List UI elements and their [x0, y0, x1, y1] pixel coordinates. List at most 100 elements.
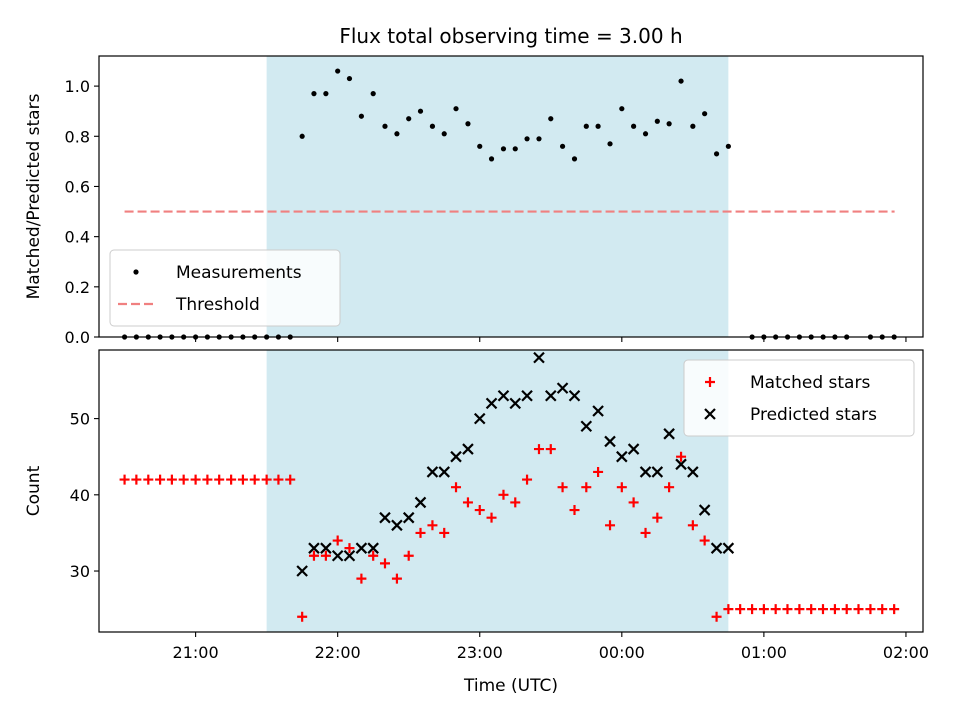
- matched-star-point: [297, 611, 308, 622]
- predicted-star-point: [710, 542, 723, 554]
- y-tick-label: 0.6: [65, 177, 90, 196]
- legend-label: Matched stars: [750, 373, 870, 393]
- measurement-point: [713, 151, 720, 157]
- matched-star-point: [451, 482, 462, 493]
- matched-star-point: [190, 474, 201, 485]
- measurement-point: [571, 156, 578, 162]
- measurement-point: [642, 131, 649, 137]
- predicted-star-point: [675, 458, 687, 471]
- measurement-point: [654, 118, 660, 124]
- legend-0: Measurements Threshold: [109, 249, 341, 327]
- measurement-point: [299, 133, 305, 139]
- measurement-point: [346, 75, 353, 82]
- x-tick-label: 00:00: [599, 643, 645, 662]
- legend-swatch: [704, 408, 716, 420]
- matched-star-point: [427, 520, 438, 531]
- matched-star-point: [581, 482, 592, 493]
- plot-frame: [98, 55, 924, 338]
- predicted-star-point: [616, 450, 628, 463]
- x-tick-label: 23:00: [457, 643, 503, 662]
- measurement-point: [524, 136, 530, 142]
- measurement-point: [583, 123, 589, 129]
- matched-star-point: [332, 535, 343, 546]
- predicted-star-point: [414, 496, 427, 509]
- predicted-star-point: [402, 511, 415, 524]
- measurement-point: [429, 123, 436, 129]
- matched-star-point: [865, 604, 876, 615]
- predicted-star-point: [462, 443, 474, 455]
- legend-box: [683, 359, 915, 437]
- matched-star-point: [368, 550, 379, 561]
- matched-star-point: [664, 482, 675, 493]
- legend-swatch: [133, 269, 139, 275]
- y-axis-label: Count: [24, 465, 44, 516]
- measurement-point: [406, 116, 412, 122]
- predicted-star-point: [367, 542, 379, 554]
- predicted-star-point: [698, 504, 711, 516]
- matched-star-point: [569, 505, 580, 516]
- matched-star-point: [593, 466, 604, 477]
- predicted-star-point: [308, 542, 320, 554]
- matched-star-point: [462, 497, 473, 508]
- predicted-star-point: [485, 397, 498, 410]
- measurement-point: [548, 116, 554, 122]
- predicted-star-point: [509, 397, 522, 410]
- measurement-point: [488, 156, 495, 162]
- matched-star-point: [889, 604, 900, 615]
- matched-star-point: [676, 451, 687, 462]
- matched-star-point: [545, 444, 556, 455]
- measurement-point: [725, 143, 731, 149]
- legend-swatch: [705, 377, 715, 387]
- predicted-star-point: [379, 511, 391, 524]
- legend-label: Threshold: [175, 295, 260, 315]
- predicted-star-point: [722, 542, 735, 554]
- predicted-star-point: [320, 542, 332, 554]
- matched-star-point: [782, 604, 793, 615]
- measurement-point: [417, 108, 424, 114]
- matched-star-point: [249, 474, 260, 485]
- measurement-point: [690, 123, 696, 129]
- predicted-star-point: [592, 405, 604, 417]
- matched-star-point: [498, 489, 509, 500]
- matched-star-point: [853, 604, 864, 615]
- matched-star-point: [356, 573, 367, 584]
- matched-star-point: [817, 604, 828, 615]
- matched-star-point: [155, 474, 166, 485]
- predicted-star-point: [556, 382, 569, 394]
- matched-star-point: [237, 474, 248, 485]
- predicted-star-point: [687, 466, 699, 478]
- matched-star-point: [285, 474, 296, 485]
- predicted-star-point: [391, 519, 403, 532]
- matched-star-point: [143, 474, 154, 485]
- y-tick-label: 0.8: [65, 127, 90, 146]
- y-tick-label: 30: [70, 562, 90, 581]
- measurement-point: [323, 91, 329, 97]
- y-tick-label: 0.0: [65, 328, 90, 347]
- measurement-point: [512, 146, 518, 152]
- predicted-star-point: [438, 466, 451, 478]
- measurement-point: [335, 68, 341, 74]
- matched-star-point: [308, 550, 319, 561]
- matched-star-point: [640, 527, 651, 538]
- y-tick-label: 50: [70, 410, 90, 429]
- matched-star-point: [510, 497, 521, 508]
- matched-star-point: [758, 604, 769, 615]
- predicted-star-point: [426, 466, 439, 478]
- predicted-star-point: [450, 450, 462, 463]
- observing-window: [266, 56, 729, 337]
- x-tick-label: 02:00: [883, 643, 929, 662]
- matched-star-point: [131, 474, 142, 485]
- predicted-star-point: [627, 443, 640, 455]
- measurement-point: [382, 123, 388, 129]
- chart-title: Flux total observing time = 3.00 h: [339, 24, 682, 48]
- predicted-star-point: [343, 550, 356, 562]
- measurement-point: [595, 123, 601, 129]
- predicted-star-point: [663, 428, 675, 440]
- matched-star-point: [273, 474, 284, 485]
- matched-star-point: [557, 482, 568, 493]
- predicted-star-point: [533, 351, 545, 364]
- matched-star-point: [202, 474, 213, 485]
- matched-star-point: [486, 512, 497, 523]
- measurement-point: [559, 143, 566, 149]
